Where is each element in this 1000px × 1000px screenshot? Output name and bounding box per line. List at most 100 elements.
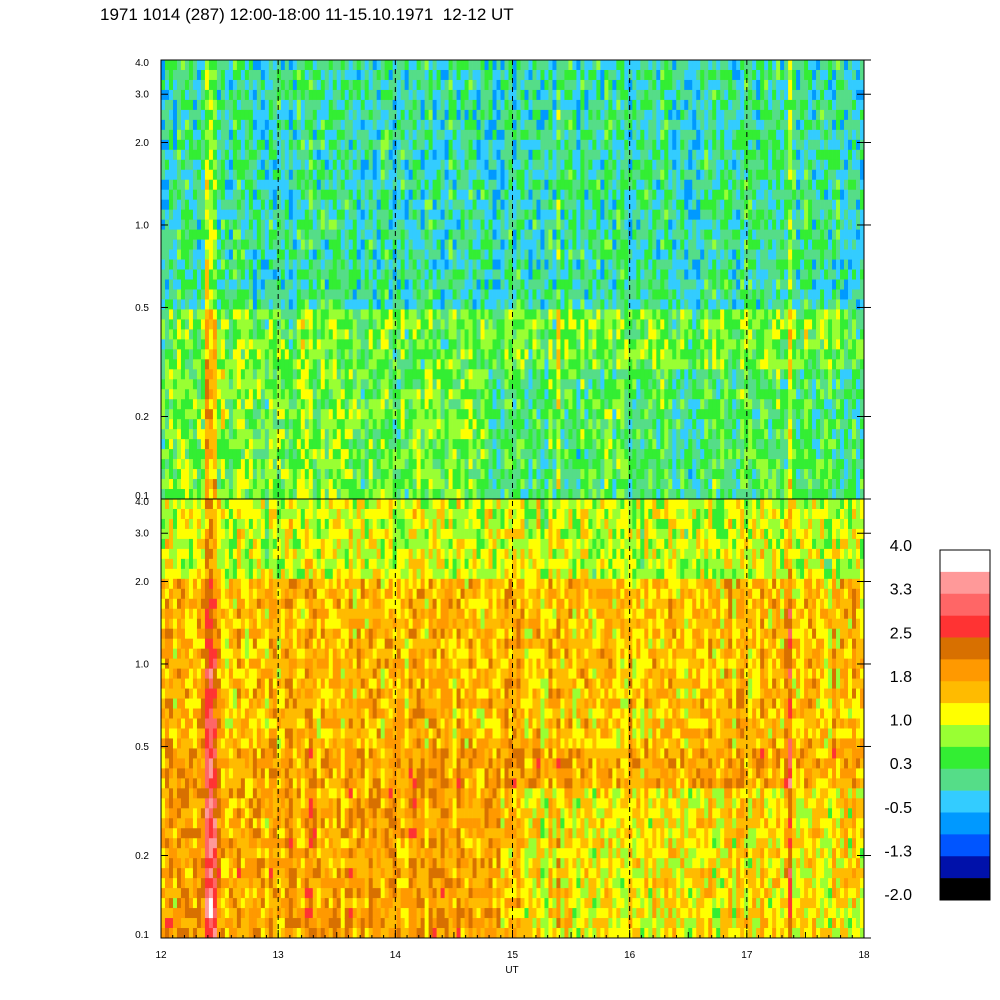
heatmap-cell [476, 319, 481, 330]
heatmap-cell [568, 179, 573, 191]
heatmap-cell [232, 99, 238, 111]
heatmap-cell [216, 159, 222, 171]
heatmap-cell [600, 119, 605, 131]
heatmap-cell [608, 179, 613, 191]
heatmap-cell [436, 99, 441, 111]
heatmap-cell [572, 469, 577, 480]
heatmap-cell [180, 249, 186, 260]
heatmap-cell [236, 60, 242, 71]
heatmap-cell [508, 319, 513, 330]
heatmap-cell [252, 99, 258, 111]
heatmap-cell [552, 239, 557, 250]
heatmap-cell [400, 399, 406, 410]
heatmap-cell [208, 379, 214, 390]
heatmap-cell [508, 259, 513, 270]
heatmap-cell [188, 249, 194, 260]
heatmap-cell [460, 149, 465, 161]
heatmap-cell [564, 269, 569, 280]
heatmap-cell [216, 189, 222, 201]
heatmap-cell [588, 249, 593, 260]
heatmap-cell [532, 179, 537, 191]
heatmap-cell [488, 459, 493, 470]
heatmap-cell [520, 279, 525, 290]
heatmap-cell [340, 99, 346, 111]
heatmap-cell [236, 469, 242, 480]
heatmap-cell [568, 369, 573, 380]
heatmap-cell [444, 309, 449, 320]
heatmap-cell [364, 409, 370, 420]
heatmap-cell [472, 89, 477, 101]
heatmap-cell [256, 309, 262, 320]
heatmap-cell [372, 139, 378, 151]
heatmap-cell [528, 419, 533, 430]
heatmap-cell [312, 139, 318, 151]
heatmap-cell [408, 409, 414, 420]
heatmap-cell [184, 419, 190, 430]
heatmap-cell [428, 219, 434, 231]
heatmap-cell [352, 239, 358, 250]
heatmap-cell [188, 469, 194, 480]
heatmap-cell [604, 169, 609, 181]
heatmap-cell [376, 99, 382, 111]
heatmap-cell [400, 89, 406, 101]
heatmap-cell [520, 239, 525, 250]
heatmap-cell [272, 89, 278, 101]
heatmap-cell [412, 289, 418, 300]
heatmap-cell [188, 109, 194, 121]
heatmap-cell [492, 329, 497, 340]
heatmap-cell [384, 239, 390, 250]
heatmap-cell [468, 339, 473, 350]
heatmap-cell [528, 219, 533, 231]
heatmap-cell [536, 389, 541, 400]
heatmap-cell [280, 289, 286, 300]
heatmap-cell [208, 299, 214, 310]
heatmap-cell [216, 219, 222, 231]
heatmap-cell [184, 69, 190, 81]
heatmap-cell [292, 119, 298, 131]
heatmap-cell [372, 419, 378, 430]
heatmap-cell [548, 429, 553, 440]
heatmap-cell [168, 249, 174, 260]
heatmap-cell [560, 119, 565, 131]
heatmap-cell [312, 279, 318, 290]
heatmap-cell [608, 119, 613, 131]
heatmap-cell [228, 259, 234, 270]
heatmap-cell [464, 289, 469, 300]
heatmap-cell [420, 229, 426, 240]
heatmap-cell [440, 159, 445, 171]
heatmap-cell [480, 479, 485, 490]
heatmap-cell [356, 139, 362, 151]
heatmap-cell [524, 409, 529, 420]
heatmap-cell [356, 159, 362, 171]
heatmap-cell [504, 209, 509, 221]
heatmap-cell [540, 179, 545, 191]
heatmap-cell [228, 159, 234, 171]
heatmap-cell [248, 149, 254, 161]
heatmap-cell [500, 209, 505, 221]
heatmap-cell [332, 99, 338, 111]
heatmap-cell [212, 109, 218, 121]
heatmap-cell [264, 259, 270, 270]
heatmap-cell [444, 239, 449, 250]
heatmap-cell [576, 229, 581, 240]
heatmap-cell [392, 439, 398, 450]
heatmap-cell [232, 189, 238, 201]
heatmap-cell [200, 129, 206, 141]
heatmap-cell [588, 439, 593, 450]
heatmap-cell [452, 99, 457, 111]
heatmap-cell [572, 99, 577, 111]
heatmap-cell [524, 259, 529, 270]
heatmap-cell [464, 349, 469, 360]
heatmap-cell [348, 179, 354, 191]
heatmap-cell [232, 199, 238, 211]
heatmap-cell [464, 229, 469, 240]
heatmap-cell [576, 89, 581, 101]
heatmap-cell [512, 279, 517, 290]
heatmap-cell [288, 299, 294, 310]
heatmap-cell [256, 259, 262, 270]
heatmap-cell [388, 179, 394, 191]
heatmap-cell [424, 79, 430, 91]
heatmap-cell [476, 269, 481, 280]
heatmap-cell [220, 69, 226, 81]
heatmap-cell [572, 159, 577, 171]
